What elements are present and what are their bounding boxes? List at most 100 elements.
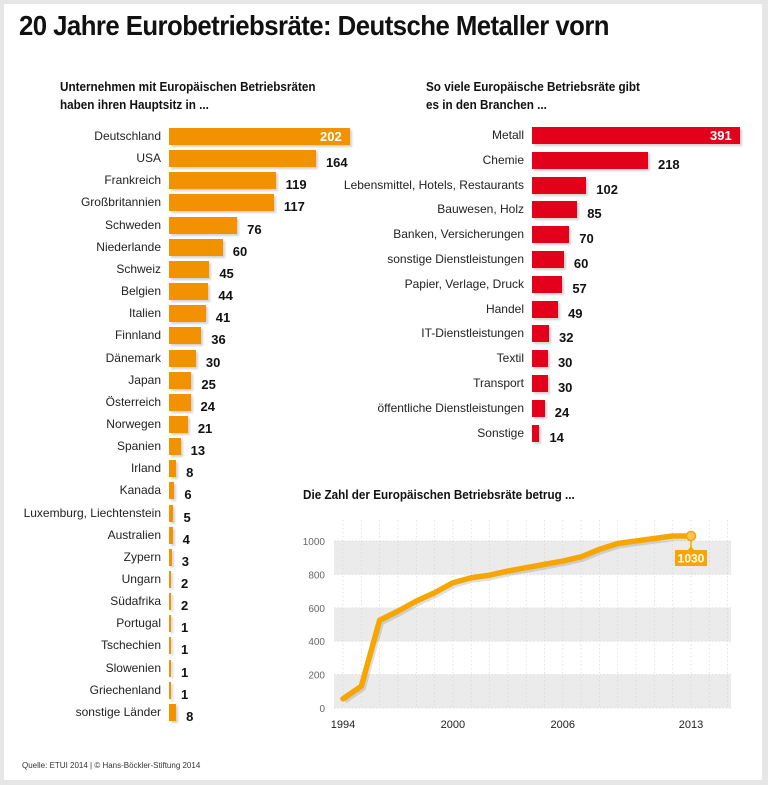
value-label: 14	[549, 429, 564, 445]
bar	[169, 593, 171, 611]
bar	[169, 482, 175, 500]
value-label: 8	[186, 465, 194, 481]
value-label: 76	[247, 221, 262, 237]
branch-chart-title: So viele Europäische Betriebsräte gibt e…	[426, 78, 640, 114]
value-label: 5	[183, 509, 191, 525]
category-label: Zypern	[123, 549, 161, 564]
category-label: Lebensmittel, Hotels, Restaurants	[343, 177, 524, 192]
bar	[169, 615, 171, 633]
value-label: 32	[559, 330, 574, 346]
value-label: 13	[190, 443, 206, 459]
category-label: Italien	[128, 306, 161, 321]
category-label: Dänemark	[105, 350, 161, 365]
value-label: 24	[200, 398, 215, 414]
category-label: Ungarn	[121, 572, 161, 586]
category-label: Bauwesen, Holz	[437, 202, 524, 217]
value-label: 117	[283, 199, 305, 215]
bar	[169, 460, 177, 478]
value-label: 4	[182, 531, 190, 547]
value-label: 218	[657, 156, 680, 172]
value-label: 49	[568, 305, 583, 321]
line-chart-title: Die Zahl der Europäischen Betriebsräte b…	[303, 487, 575, 502]
value-label: 102	[596, 181, 618, 197]
bar	[169, 504, 174, 522]
bar	[532, 176, 587, 194]
bar	[169, 571, 171, 588]
value-label: 8	[186, 708, 194, 724]
value-label: 2	[181, 576, 189, 591]
category-label: öffentliche Dienstleistungen	[377, 400, 524, 415]
value-label: 1	[181, 664, 189, 680]
category-label: Großbritannien	[80, 195, 161, 210]
branch-chart-title-line-1: So viele Europäische Betriebsräte gibt	[426, 79, 640, 94]
bar	[532, 151, 648, 169]
category-label: Irland	[130, 461, 161, 476]
category-label: Tschechien	[100, 638, 161, 653]
bar	[169, 172, 276, 190]
category-label: Niederlande	[96, 239, 161, 254]
category-label: Kanada	[119, 483, 161, 498]
bar	[169, 637, 171, 655]
value-label: 36	[211, 332, 226, 348]
category-label: Belgien	[120, 284, 161, 299]
bar	[169, 703, 177, 721]
category-label: Sonstige	[477, 425, 524, 440]
value-label: 60	[573, 256, 589, 271]
value-label: 30	[205, 354, 221, 370]
category-label: Papier, Verlage, Druck	[404, 276, 524, 291]
value-label: 21	[197, 420, 213, 436]
bar	[169, 415, 188, 433]
value-label: 164	[325, 155, 348, 171]
value-label: 3	[181, 553, 189, 569]
bar	[532, 201, 578, 219]
page-title: 20 Jahre Eurobetriebsräte: Deutsche Meta…	[19, 10, 610, 41]
bar	[532, 325, 550, 343]
category-label: Banken, Versicherungen	[393, 227, 524, 242]
value-label: 45	[219, 265, 234, 281]
bar	[169, 438, 181, 456]
category-label: Norwegen	[106, 416, 161, 431]
bar	[532, 375, 548, 392]
category-label: IT-Dienstleistungen	[421, 326, 524, 341]
category-label: Textil	[496, 351, 524, 366]
bar	[169, 260, 210, 278]
bar	[169, 659, 171, 677]
value-label: 25	[201, 376, 216, 392]
category-label: Handel	[485, 301, 524, 316]
value-label: 30	[557, 355, 573, 371]
bar	[532, 300, 559, 318]
value-label: 391	[710, 128, 732, 143]
category-label: Schweden	[104, 217, 161, 232]
bar	[169, 681, 171, 699]
bar	[169, 238, 223, 256]
bar	[169, 327, 202, 345]
value-label: 1	[181, 686, 189, 702]
bar	[532, 399, 545, 417]
category-label: Frankreich	[104, 173, 161, 188]
value-label: 6	[184, 487, 192, 503]
bar	[169, 526, 173, 544]
category-label: Schweiz	[116, 261, 161, 276]
bar	[532, 251, 564, 268]
category-label: Metall	[491, 128, 524, 142]
category-label: Australien	[107, 527, 161, 542]
value-label: 1	[181, 620, 189, 636]
category-label: Österreich	[105, 394, 161, 409]
country-chart-title-line-1: Unternehmen mit Europäischen Betriebsrät…	[60, 79, 316, 94]
category-label: Südafrika	[110, 594, 161, 609]
bar	[169, 548, 172, 566]
value-label: 57	[572, 280, 587, 296]
bar	[169, 305, 206, 323]
bar	[169, 371, 192, 389]
category-label: Spanien	[116, 439, 161, 454]
category-label: USA	[136, 151, 161, 166]
category-label: sonstige Länder	[75, 704, 161, 719]
category-label: Slowenien	[105, 660, 161, 675]
value-label: 24	[554, 404, 570, 420]
category-label: Japan	[128, 372, 161, 387]
bar	[532, 350, 548, 368]
bar	[169, 393, 191, 411]
category-label: Transport	[473, 376, 524, 390]
value-label: 119	[285, 177, 307, 193]
category-label: sonstige Dienstleistungen	[387, 252, 524, 266]
